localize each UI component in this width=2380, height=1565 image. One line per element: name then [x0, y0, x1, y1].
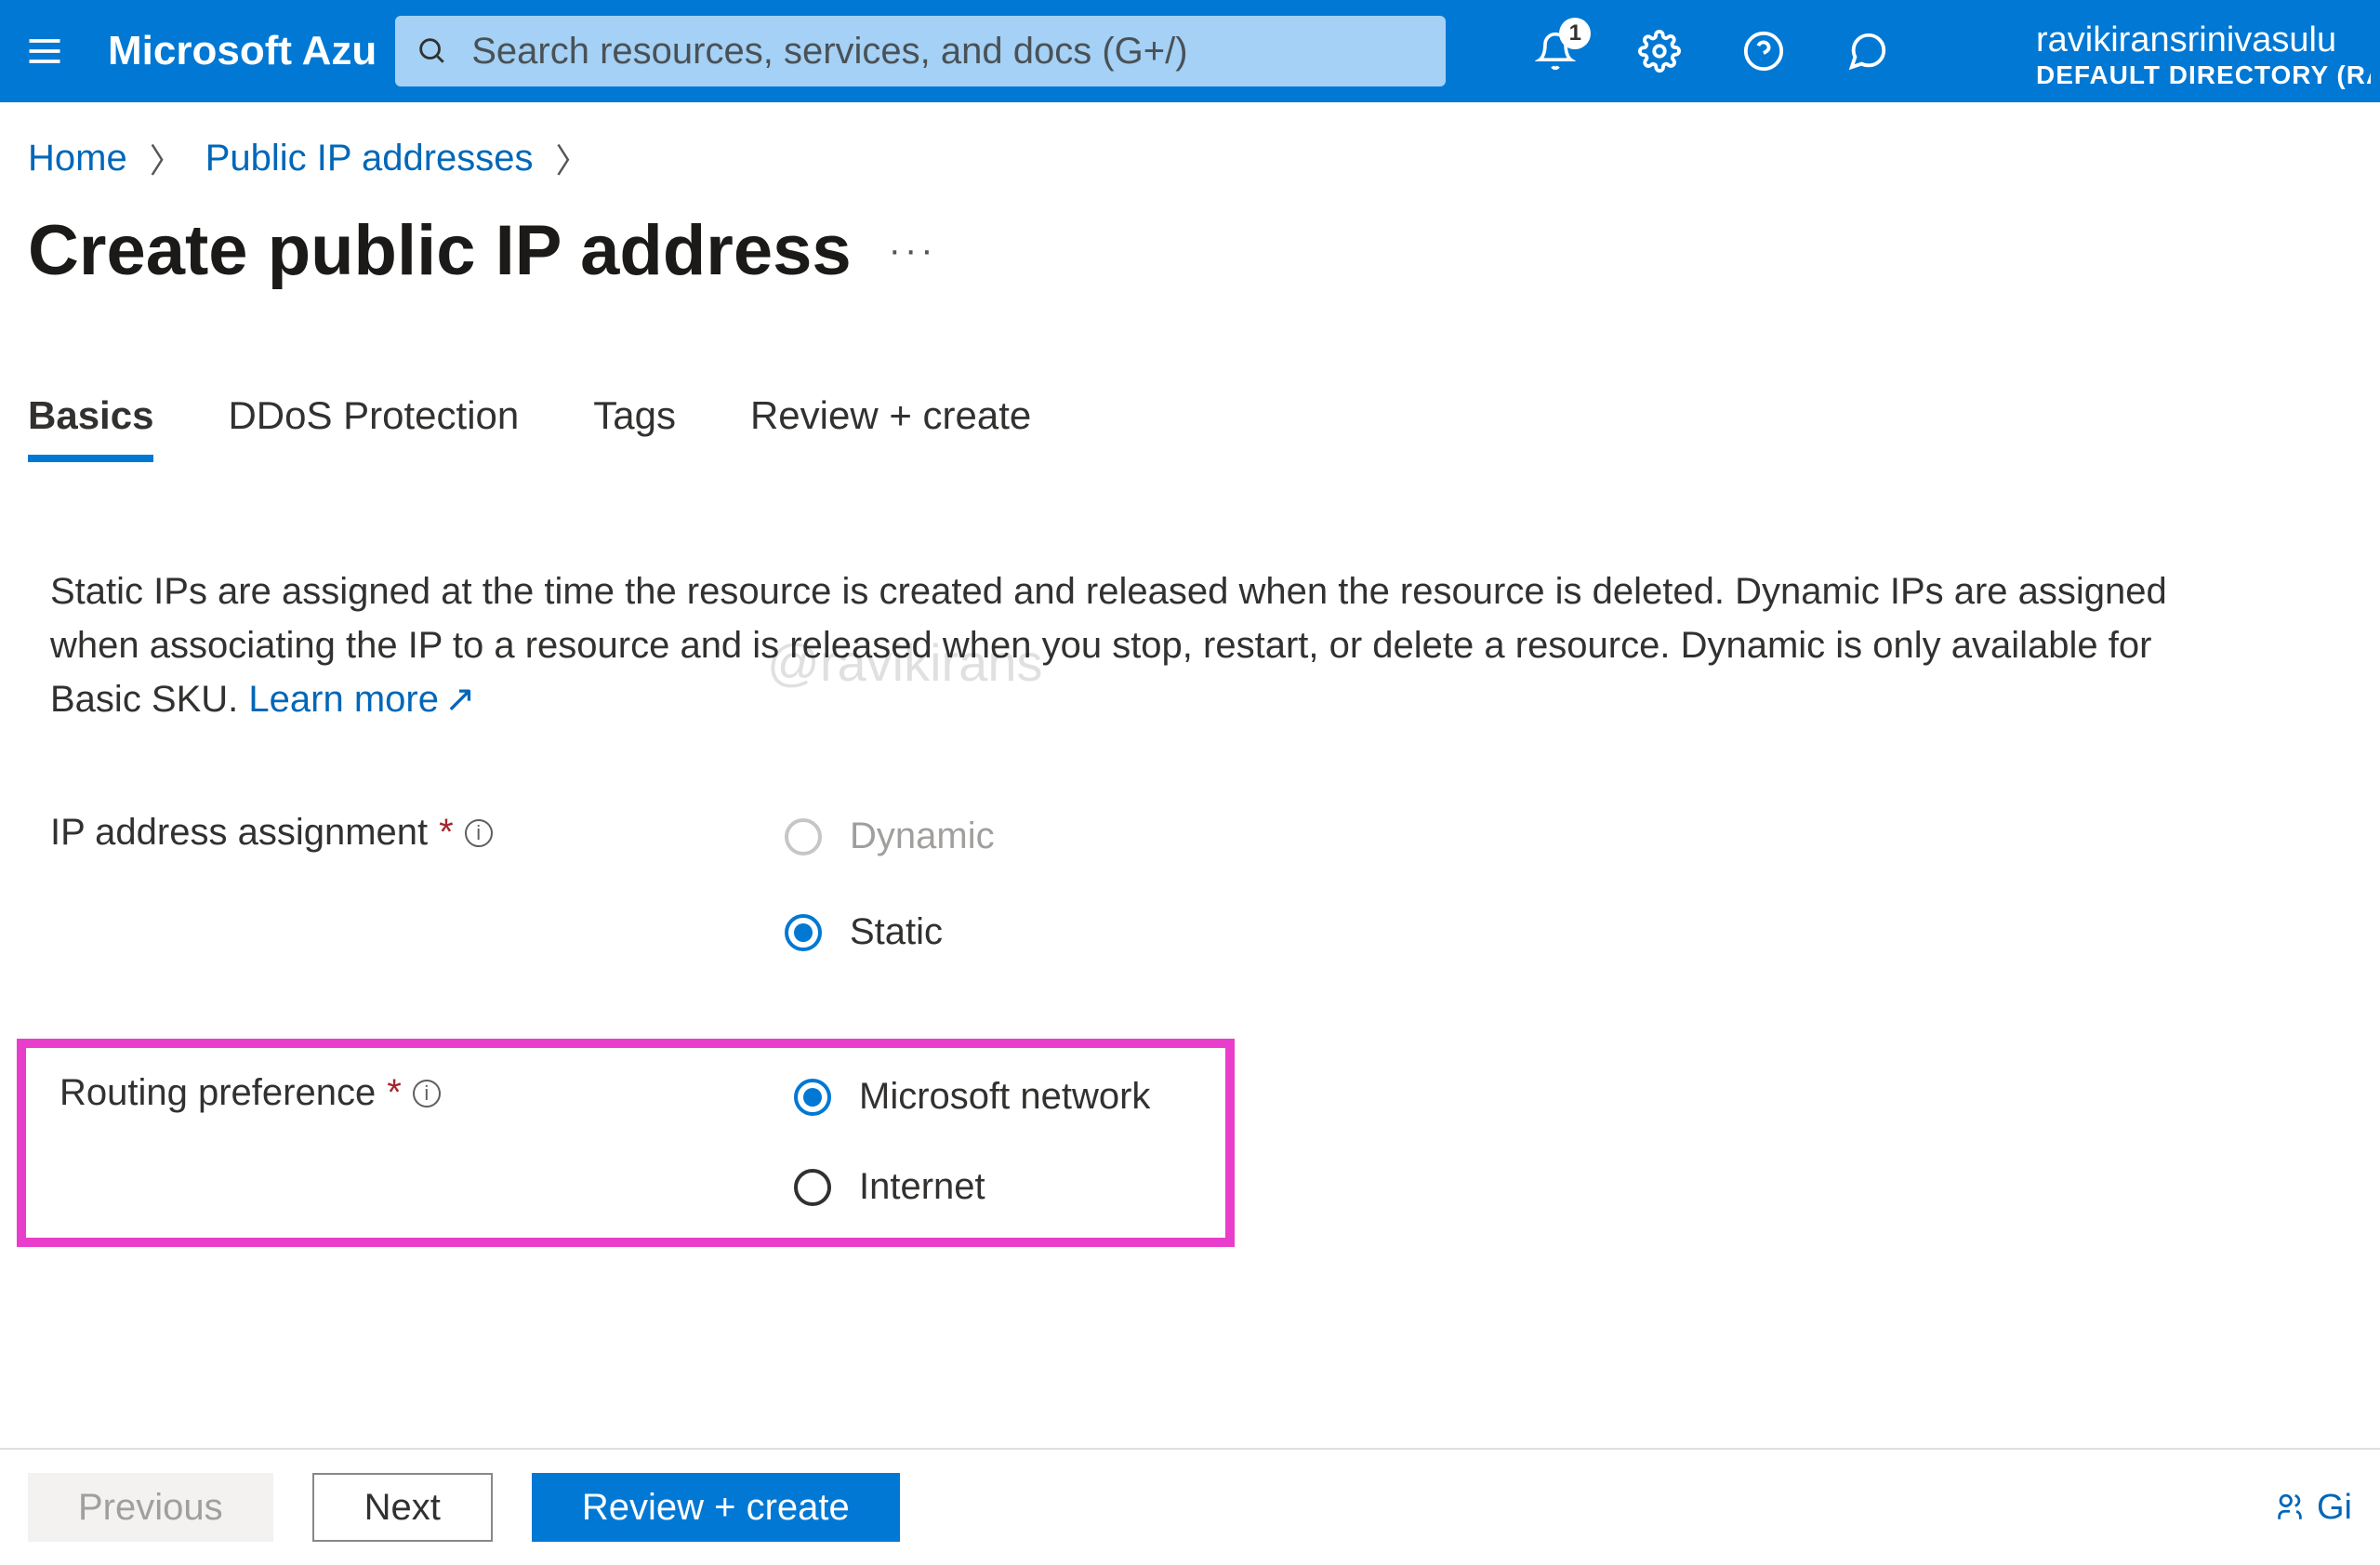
feedback-icon[interactable]: [1842, 25, 1894, 77]
row-routing-preference: Routing preference * i Microsoft network…: [60, 1072, 1225, 1208]
chevron-right-icon: 〉: [556, 134, 589, 182]
tab-ddos[interactable]: DDoS Protection: [228, 393, 519, 462]
tab-basics[interactable]: Basics: [28, 393, 153, 462]
notifications-icon[interactable]: 1: [1529, 25, 1581, 77]
previous-button[interactable]: Previous: [28, 1473, 273, 1542]
learn-more-link[interactable]: Learn more↗: [248, 679, 475, 720]
info-icon[interactable]: i: [465, 819, 493, 847]
radio-dynamic: Dynamic: [785, 816, 995, 857]
required-mark: *: [387, 1072, 402, 1114]
settings-icon[interactable]: [1633, 25, 1686, 77]
brand-label[interactable]: Microsoft Azu: [108, 28, 377, 74]
review-create-button[interactable]: Review + create: [532, 1473, 900, 1542]
radio-internet[interactable]: Internet: [794, 1166, 1150, 1208]
search-input[interactable]: [471, 31, 1425, 73]
search-icon: [416, 34, 449, 68]
account-directory: DEFAULT DIRECTORY (RA: [2036, 60, 2371, 90]
info-icon[interactable]: i: [413, 1080, 441, 1107]
more-icon[interactable]: ···: [889, 230, 937, 272]
radio-microsoft-network[interactable]: Microsoft network: [794, 1076, 1150, 1118]
tab-tags[interactable]: Tags: [593, 393, 676, 462]
footer: Previous Next Review + create Gi: [0, 1448, 2380, 1565]
routing-preference-options: Microsoft network Internet: [794, 1072, 1150, 1208]
page-title-row: Create public IP address ···: [0, 182, 2380, 291]
breadcrumb-public-ip[interactable]: Public IP addresses: [205, 138, 534, 179]
required-mark: *: [439, 812, 454, 854]
page-title: Create public IP address: [28, 210, 852, 291]
chevron-right-icon: 〉: [150, 134, 183, 182]
label-ip-assignment: IP address assignment * i: [50, 812, 785, 854]
menu-icon[interactable]: [19, 25, 71, 77]
help-icon[interactable]: [1738, 25, 1790, 77]
tab-review[interactable]: Review + create: [750, 393, 1031, 462]
topbar-icons: 1: [1529, 25, 1894, 77]
content: Static IPs are assigned at the time the …: [0, 462, 2380, 1247]
account-block[interactable]: ravikiransrinivasulu DEFAULT DIRECTORY (…: [2036, 13, 2371, 90]
row-ip-assignment: IP address assignment * i Dynamic Static: [50, 812, 2343, 953]
ip-assignment-options: Dynamic Static: [785, 812, 995, 953]
breadcrumb: Home 〉 Public IP addresses 〉: [0, 102, 2380, 182]
external-link-icon: ↗: [444, 679, 476, 720]
label-routing-preference: Routing preference * i: [60, 1072, 794, 1114]
give-feedback-link[interactable]: Gi: [2274, 1488, 2352, 1528]
breadcrumb-home[interactable]: Home: [28, 138, 127, 179]
tabs: Basics DDoS Protection Tags Review + cre…: [0, 291, 2380, 462]
account-user: ravikiransrinivasulu: [2036, 20, 2371, 60]
radio-static[interactable]: Static: [785, 911, 995, 953]
notification-badge: 1: [1559, 18, 1591, 49]
global-search[interactable]: [395, 16, 1446, 86]
description-text: Static IPs are assigned at the time the …: [50, 564, 2188, 726]
next-button[interactable]: Next: [312, 1473, 493, 1542]
topbar: Microsoft Azu 1 ravikiransrinivasulu DEF…: [0, 0, 2380, 102]
highlight-routing-preference: Routing preference * i Microsoft network…: [17, 1039, 1235, 1247]
